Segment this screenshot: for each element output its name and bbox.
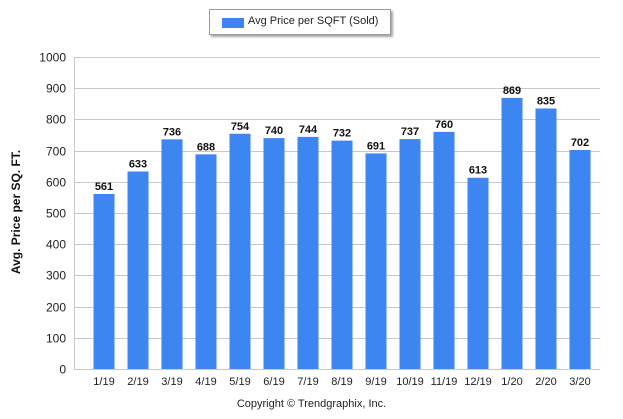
bar (263, 138, 285, 369)
bar (127, 171, 149, 369)
bar (195, 154, 217, 369)
y-tick-label: 1000 (39, 51, 66, 65)
y-tick-label: 600 (46, 176, 66, 190)
x-tick-label: 8/19 (331, 376, 352, 388)
x-tick-label: 12/19 (464, 376, 492, 388)
copyright-footer: Copyright © Trendgraphix, Inc. (236, 398, 387, 410)
x-tick-label: 10/19 (396, 376, 424, 388)
y-tick-label: 700 (46, 145, 66, 159)
bar (467, 177, 489, 369)
data-label: 835 (537, 95, 555, 107)
x-tick-label: 3/20 (569, 376, 590, 388)
bar (569, 149, 591, 369)
x-axis-ticks: 1/19 2/19 3/19 4/19 5/19 6/19 7/19 8/19 9/19 10/1… (93, 376, 590, 388)
bar (433, 131, 455, 369)
bar (161, 139, 183, 369)
y-tick-label: 800 (46, 113, 66, 127)
data-label: 613 (469, 165, 487, 177)
data-label: 869 (503, 85, 521, 97)
bar (93, 193, 115, 369)
x-tick-label: 1/19 (93, 376, 114, 388)
x-tick-label: 3/19 (161, 376, 182, 388)
data-label: 633 (129, 159, 147, 171)
y-tick-label: 200 (46, 301, 66, 315)
bar (535, 108, 557, 369)
data-label: 736 (163, 126, 181, 138)
x-tick-label: 9/19 (365, 376, 386, 388)
data-label: 737 (401, 126, 419, 138)
data-label: 744 (299, 124, 318, 136)
y-tick-label: 100 (46, 332, 66, 346)
x-tick-label: 7/19 (297, 376, 318, 388)
data-label: 688 (197, 141, 215, 153)
bar (501, 97, 523, 369)
x-tick-label: 2/19 (127, 376, 148, 388)
x-tick-label: 11/19 (431, 376, 458, 388)
legend-swatch (222, 18, 244, 28)
legend-label: Avg Price per SQFT (Sold) (248, 15, 379, 27)
bar (297, 136, 319, 369)
y-tick-label: 300 (46, 269, 66, 283)
y-tick-label: 0 (59, 363, 66, 377)
data-label: 754 (231, 121, 250, 133)
data-label: 760 (435, 119, 453, 131)
bar (331, 140, 353, 369)
x-tick-label: 5/19 (229, 376, 250, 388)
data-label: 561 (95, 181, 113, 193)
data-label: 732 (333, 128, 351, 140)
y-axis-label: Avg. Price per SQ. FT. (9, 149, 23, 275)
legend: Avg Price per SQFT (Sold) (209, 9, 391, 35)
data-labels: 561 633 736 688 754 740 744 732 691 737 760 613 869 8… (95, 85, 589, 193)
y-tick-label: 400 (46, 238, 66, 252)
bar (365, 153, 387, 369)
bars (93, 97, 591, 369)
bar (229, 133, 251, 369)
data-label: 740 (265, 125, 283, 137)
x-tick-label: 2/20 (535, 376, 556, 388)
bar (399, 139, 421, 369)
data-label: 702 (571, 137, 589, 149)
x-tick-label: 6/19 (263, 376, 284, 388)
y-tick-label: 500 (46, 207, 66, 221)
x-tick-label: 1/20 (501, 376, 522, 388)
y-tick-label: 900 (46, 82, 66, 96)
y-axis-ticks: 0 100 200 300 400 500 600 700 800 900 1000 (39, 51, 66, 377)
x-tick-label: 4/19 (195, 376, 216, 388)
data-label: 691 (367, 140, 385, 152)
